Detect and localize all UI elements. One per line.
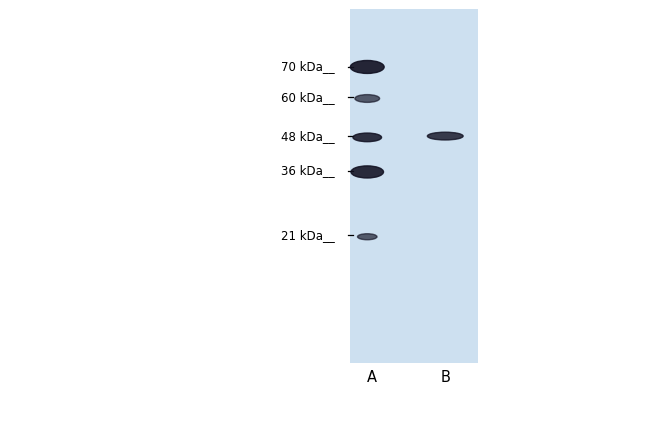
Text: 48 kDa__: 48 kDa__: [281, 130, 335, 143]
Ellipse shape: [353, 133, 382, 142]
Text: B: B: [441, 371, 451, 385]
Ellipse shape: [355, 95, 380, 102]
Text: 21 kDa__: 21 kDa__: [281, 229, 335, 242]
Text: 70 kDa__: 70 kDa__: [281, 60, 335, 73]
Ellipse shape: [351, 166, 383, 178]
Text: 36 kDa__: 36 kDa__: [281, 164, 335, 177]
Ellipse shape: [350, 60, 384, 73]
Ellipse shape: [358, 234, 377, 240]
Text: 60 kDa__: 60 kDa__: [281, 91, 335, 104]
Bar: [350, 9, 478, 363]
Ellipse shape: [428, 132, 463, 140]
Text: A: A: [367, 371, 377, 385]
